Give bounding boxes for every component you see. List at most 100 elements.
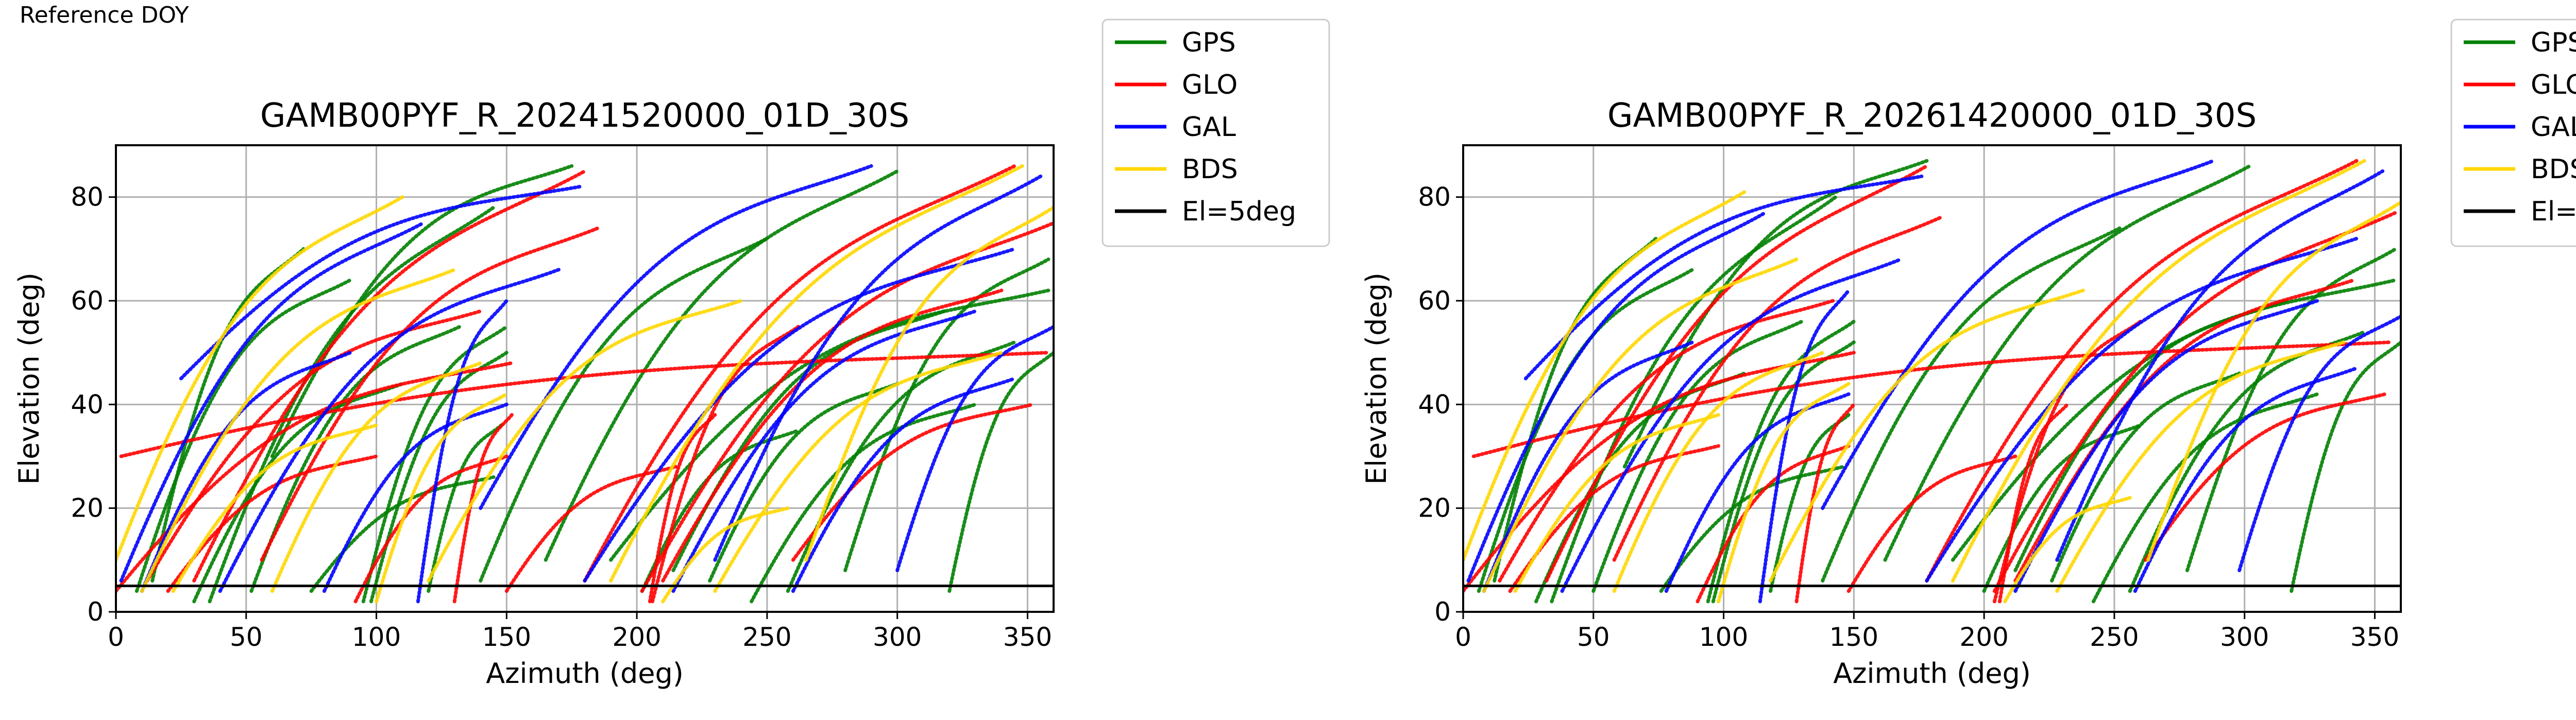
track-gps-2 [369,351,509,604]
track-glo-14 [166,454,379,593]
track-glo-5 [260,226,600,562]
x-tick-label: 50 [230,622,263,652]
track-glo-8 [353,454,509,604]
chart-panel-1: 0 50 100 150 200 250 300 350 0 20 40 60 80 GAMB00PYF_… [13,19,1330,690]
track-bds-0 [1716,382,1851,604]
y-tick-label: 20 [1418,493,1451,523]
track-gps-17 [192,382,404,604]
legend-label: GPS [2531,27,2576,58]
track-glo-8 [1696,444,1851,604]
track-bds-0 [375,392,509,604]
y-tick-label: 80 [1418,182,1451,212]
track-gps-16 [609,288,1050,562]
legend-label: GLO [2531,70,2576,100]
track-bds-7 [1612,351,1825,593]
legend-label: El=5deg [2531,196,2576,227]
track-bds-9 [2003,496,2132,604]
x-tick-label: 100 [1699,622,1748,652]
legend-label: GLO [1182,70,1238,100]
track-gal-11 [713,174,1043,562]
track-glo-10 [504,465,678,593]
track-gps-1 [249,324,462,593]
track-gal-0 [119,221,426,583]
chart-panel-2: 0 50 100 150 200 250 300 350 0 20 40 60 80 GAMB00PYF_… [1360,19,2576,690]
track-glo-9 [2013,278,2356,583]
track-gal-8 [2133,366,2359,593]
x-tick-label: 50 [1577,622,1610,652]
track-gps-18 [947,351,1054,593]
track-gal-11 [2055,169,2385,562]
legend-label: BDS [1182,154,1238,185]
satellite-tracks [1463,159,2401,604]
track-glo-14 [1508,444,1720,593]
track-bds-9 [661,506,790,604]
track-bds-5 [427,299,743,583]
track-glo-13 [1925,159,2359,583]
y-tick-label: 20 [71,493,104,523]
track-bds-1 [140,268,456,593]
track-glo-5 [1612,216,1942,562]
track-bds-6 [116,195,404,562]
track-glo-13 [583,164,1016,583]
track-gps-8 [750,402,977,604]
legend-item-glo: GLO [2464,70,2576,100]
track-glo-11 [2144,392,2387,562]
track-gal-10 [218,268,561,593]
y-axis-label: Elevation (deg) [13,272,45,485]
plot-frame [115,144,1055,613]
track-glo-6 [1992,211,2398,593]
track-glo-12 [192,169,587,583]
track-gal-3 [2238,314,2401,572]
legend-item-el-5deg: El=5deg [1115,196,1296,227]
chart-title: GAMB00PYF_R_20241520000_01D_30S [260,97,909,135]
legend-item-gal: GAL [1115,112,1236,143]
x-tick-label: 0 [108,622,124,652]
legend-box [2450,19,2576,247]
track-gal-10 [1560,258,1903,593]
y-axis-label: Elevation (deg) [1360,272,1393,485]
legend-item-bds: BDS [1115,154,1238,185]
legend: GPS GLO GAL BDS El=5deg [1101,19,1330,247]
legend: GPS GLO GAL BDS El=5deg [2450,19,2576,247]
track-glo-9 [661,288,1004,583]
track-gps-12 [843,258,1050,572]
x-tick-label: 300 [2220,622,2269,652]
x-tick-label: 0 [1455,622,1471,652]
plot-frame [1462,144,2402,613]
track-gps-15 [1706,319,1856,604]
track-glo-11 [791,402,1035,562]
track-glo-6 [640,221,1054,593]
track-bds-4 [1513,413,1720,593]
track-gal-8 [791,376,1016,593]
y-tick-label: 60 [71,286,104,316]
legend-label: BDS [2531,154,2576,185]
track-gps-1 [1591,319,1804,593]
track-glo-1 [452,413,514,604]
track-glo-1 [1794,402,1856,604]
legend-label: GPS [1182,27,1236,58]
legend-item-bds: BDS [2464,154,2576,185]
series-glo [116,164,1054,604]
legend-item-gal: GAL [2464,112,2576,143]
x-tick-label: 200 [1959,622,2008,652]
track-bds-7 [270,361,483,593]
legend-item-glo: GLO [1115,70,1238,100]
track-glo-12 [1545,164,1929,583]
track-gal-9 [1664,392,1851,593]
track-gps-15 [361,324,509,604]
satellite-tracks [116,164,1054,604]
track-gal-4 [179,185,582,381]
x-tick-label: 350 [2350,622,2399,652]
series-gal [1466,159,2401,604]
x-tick-label: 250 [742,622,791,652]
x-tick-label: 150 [482,622,531,652]
track-gal-2 [2013,299,2319,593]
track-gps-18 [2290,340,2401,593]
legend-item-gps: GPS [2464,27,2576,58]
track-gal-6 [140,351,352,593]
legend-item-gps: GPS [1115,27,1236,58]
legend-label: El=5deg [1182,196,1296,227]
track-gps-11 [708,382,900,583]
y-tick-label: 40 [71,389,104,419]
